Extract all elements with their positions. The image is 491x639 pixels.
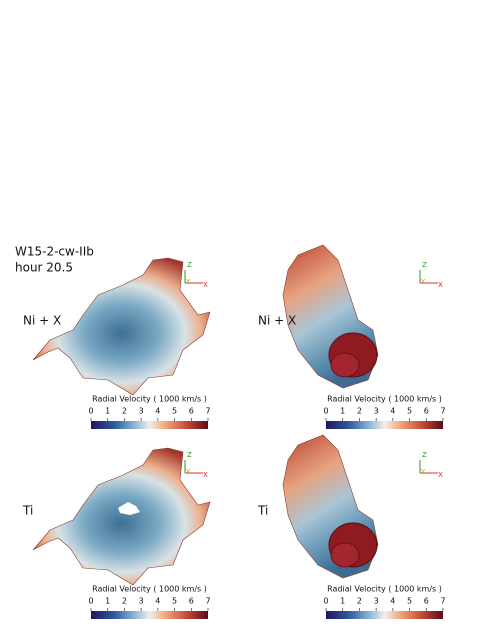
axis-label: Y <box>185 278 191 286</box>
panel-label: Ti <box>257 504 268 518</box>
render-lobe <box>330 542 360 568</box>
colorbar-tick-label: 7 <box>205 597 210 606</box>
colorbar-tick-label: 4 <box>155 597 160 606</box>
title: W15-2-cw-IIb <box>15 245 94 259</box>
colorbar-tick-label: 4 <box>390 407 395 416</box>
colorbar-title: Radial Velocity ( 1000 km/s ) <box>327 585 442 594</box>
colorbar-tick-label: 0 <box>88 597 93 606</box>
axis-label: Z <box>422 261 427 269</box>
colorbar <box>91 611 208 619</box>
colorbar-title: Radial Velocity ( 1000 km/s ) <box>327 395 442 404</box>
axis-label: Y <box>420 278 426 286</box>
axis-label: Y <box>185 468 191 476</box>
colorbar-tick-label: 2 <box>122 597 127 606</box>
colorbar <box>326 611 443 619</box>
colorbar-tick-label: 6 <box>424 597 429 606</box>
colorbar-tick-label: 7 <box>440 597 445 606</box>
hole <box>118 502 140 515</box>
colorbar-tick-label: 5 <box>407 597 412 606</box>
panel: Ti Z Y X Radial Velocity ( 1000 km/s ) 0 1 2 3 4 5… <box>257 434 446 619</box>
colorbar-tick-label: 1 <box>340 407 345 416</box>
colorbar-tick-label: 7 <box>205 407 210 416</box>
axis-label: Z <box>187 451 192 459</box>
colorbar-tick-label: 2 <box>357 597 362 606</box>
axis-label: X <box>203 281 208 289</box>
colorbar-tick-label: 6 <box>424 407 429 416</box>
axis-label: X <box>438 281 443 289</box>
colorbar-title: Radial Velocity ( 1000 km/s ) <box>92 585 207 594</box>
colorbar-tick-label: 5 <box>407 407 412 416</box>
render-lobe <box>330 352 360 378</box>
colorbar-tick-label: 2 <box>122 407 127 416</box>
colorbar-tick-label: 4 <box>390 597 395 606</box>
colorbar-tick-label: 2 <box>357 407 362 416</box>
colorbar-tick-label: 6 <box>189 597 194 606</box>
colorbar-tick-label: 5 <box>172 597 177 606</box>
axis-label: Z <box>187 261 192 269</box>
colorbar-tick-label: 1 <box>105 407 110 416</box>
axis-label: X <box>203 471 208 479</box>
axis-label: Z <box>422 451 427 459</box>
colorbar-tick-label: 0 <box>88 407 93 416</box>
colorbar-tick-label: 4 <box>155 407 160 416</box>
colorbar <box>326 421 443 429</box>
render-front <box>32 447 211 586</box>
panel: Ti Z Y X Radial Velocity ( 1000 km/s ) 0 1 2 3 4 5… <box>22 447 211 619</box>
colorbar-tick-label: 0 <box>323 597 328 606</box>
colorbar-tick-label: 6 <box>189 407 194 416</box>
panel: Ni + X Z Y X Radial Velocity ( 1000 km/s ) 0 1… <box>23 257 211 429</box>
colorbar-tick-label: 3 <box>139 597 144 606</box>
colorbar-tick-label: 1 <box>340 597 345 606</box>
axis-label: Y <box>420 468 426 476</box>
colorbar-tick-label: 7 <box>440 407 445 416</box>
colorbar-tick-label: 3 <box>374 597 379 606</box>
panel-label: Ni + X <box>258 314 296 328</box>
colorbar-tick-label: 3 <box>139 407 144 416</box>
subtitle: hour 20.5 <box>15 261 73 275</box>
colorbar-tick-label: 1 <box>105 597 110 606</box>
panel: Ni + X Z Y X Radial Velocity ( 1000 km/s ) 0 1… <box>258 244 446 429</box>
panel-label: Ni + X <box>23 314 61 328</box>
colorbar <box>91 421 208 429</box>
colorbar-title: Radial Velocity ( 1000 km/s ) <box>92 395 207 404</box>
axis-label: X <box>438 471 443 479</box>
panel-label: Ti <box>22 504 33 518</box>
colorbar-tick-label: 5 <box>172 407 177 416</box>
colorbar-tick-label: 3 <box>374 407 379 416</box>
colorbar-tick-label: 0 <box>323 407 328 416</box>
render-front <box>32 257 211 396</box>
